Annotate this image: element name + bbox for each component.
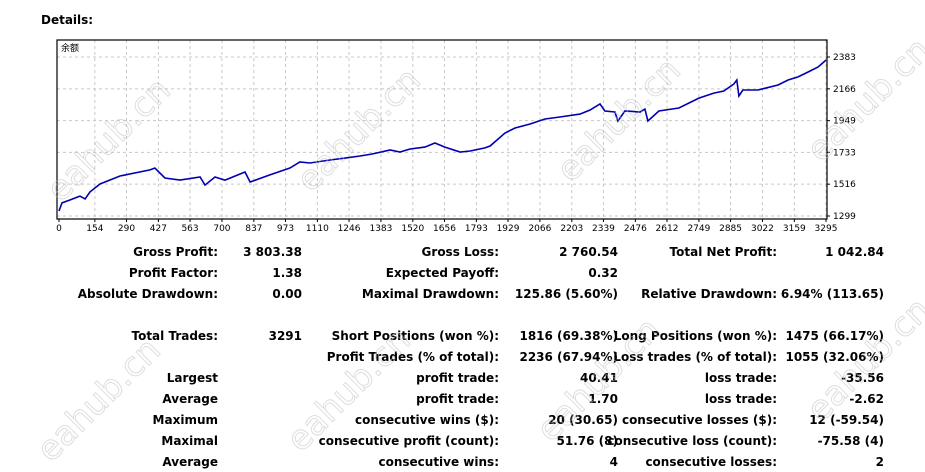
x-tick-label: 2476 bbox=[624, 224, 647, 234]
stat-label: Largest bbox=[166, 371, 218, 385]
stat-value: 125.86 (5.60%) bbox=[514, 287, 618, 301]
details-heading: Details: bbox=[41, 13, 94, 27]
watermark: eahub.cn bbox=[28, 330, 169, 471]
stat-label: consecutive wins ($): bbox=[354, 413, 499, 427]
x-tick-label: 2749 bbox=[687, 224, 710, 234]
y-tick-label: 2166 bbox=[833, 85, 856, 95]
stat-label: consecutive profit (count): bbox=[318, 434, 499, 448]
stat-value: 2236 (67.94%) bbox=[519, 350, 618, 364]
x-tick-label: 1383 bbox=[369, 224, 392, 234]
x-tick-label: 2066 bbox=[528, 224, 551, 234]
x-tick-label: 3022 bbox=[751, 224, 774, 234]
y-tick-label: 1516 bbox=[833, 180, 856, 190]
stat-label: Maximum bbox=[152, 413, 218, 427]
x-tick-label: 2612 bbox=[656, 224, 679, 234]
stat-value: 1.38 bbox=[272, 266, 302, 280]
x-tick-label: 973 bbox=[277, 224, 294, 234]
stat-value: 1475 (66.17%) bbox=[785, 329, 884, 343]
stat-value: 4 bbox=[609, 455, 618, 469]
x-tick-label: 1656 bbox=[433, 224, 456, 234]
x-tick-label: 3295 bbox=[815, 224, 838, 234]
x-tick-label: 290 bbox=[118, 224, 135, 234]
stat-label: Total Net Profit: bbox=[669, 245, 777, 259]
stat-value: 0.32 bbox=[588, 266, 618, 280]
x-tick-label: 1110 bbox=[306, 224, 329, 234]
stat-label: Gross Loss: bbox=[421, 245, 499, 259]
plot-area bbox=[57, 40, 827, 219]
x-tick-label: 2203 bbox=[560, 224, 583, 234]
stat-label: Long Positions (won %): bbox=[613, 329, 777, 343]
stat-value: 3291 bbox=[268, 329, 302, 343]
stat-value: -2.62 bbox=[849, 392, 884, 406]
x-tick-label: 700 bbox=[213, 224, 230, 234]
stat-value: 2 bbox=[875, 455, 884, 469]
stat-value: 3 803.38 bbox=[243, 245, 302, 259]
stat-label: Maximal Drawdown: bbox=[361, 287, 499, 301]
stat-value: 2 760.54 bbox=[559, 245, 618, 259]
x-tick-label: 1246 bbox=[338, 224, 361, 234]
stat-label: Short Positions (won %): bbox=[331, 329, 499, 343]
x-tick-label: 563 bbox=[181, 224, 198, 234]
stat-value: 12 (-59.54) bbox=[809, 413, 884, 427]
stat-value: 1055 (32.06%) bbox=[785, 350, 884, 364]
stat-label: consecutive losses: bbox=[645, 455, 777, 469]
stat-label: Total Trades: bbox=[131, 329, 218, 343]
y-tick-label: 1949 bbox=[833, 117, 856, 127]
stat-value: 40.41 bbox=[580, 371, 618, 385]
stat-label: consecutive wins: bbox=[378, 455, 499, 469]
stat-label: Average bbox=[162, 455, 218, 469]
y-tick-label: 1733 bbox=[833, 148, 856, 158]
y-tick-label: 1299 bbox=[833, 212, 856, 222]
stat-label: Expected Payoff: bbox=[385, 266, 499, 280]
stat-label: profit trade: bbox=[416, 371, 499, 385]
x-tick-label: 2885 bbox=[719, 224, 742, 234]
x-tick-label: 154 bbox=[86, 224, 103, 234]
stat-value: 1816 (69.38%) bbox=[519, 329, 618, 343]
stat-label: Profit Trades (% of total): bbox=[326, 350, 499, 364]
x-tick-label: 2339 bbox=[592, 224, 615, 234]
stat-label: loss trade: bbox=[704, 392, 777, 406]
stat-label: Absolute Drawdown: bbox=[77, 287, 218, 301]
x-tick-label: 1929 bbox=[497, 224, 520, 234]
stat-value: -35.56 bbox=[841, 371, 884, 385]
series-label: 余额 bbox=[61, 42, 79, 54]
x-tick-label: 1520 bbox=[401, 224, 424, 234]
stat-label: Loss trades (% of total): bbox=[613, 350, 777, 364]
x-tick-label: 3159 bbox=[783, 224, 806, 234]
stat-label: Relative Drawdown: bbox=[641, 287, 777, 301]
x-tick-label: 427 bbox=[150, 224, 167, 234]
stat-value: 0.00 bbox=[272, 287, 302, 301]
x-tick-label: 837 bbox=[245, 224, 262, 234]
stat-value: 6.94% (113.65) bbox=[780, 287, 884, 301]
stat-value: 1.70 bbox=[588, 392, 618, 406]
x-tick-label: 1793 bbox=[465, 224, 488, 234]
stat-label: consecutive losses ($): bbox=[621, 413, 777, 427]
stat-label: Maximal bbox=[161, 434, 218, 448]
stat-label: profit trade: bbox=[416, 392, 499, 406]
x-tick-label: 0 bbox=[56, 224, 62, 234]
stat-value: -75.58 (4) bbox=[817, 434, 884, 448]
stat-label: consecutive loss (count): bbox=[607, 434, 777, 448]
plot-frame bbox=[56, 39, 828, 220]
balance-chart: 0 154 290 427 563 700 837 973 1110 1246 1383 1520 16… bbox=[56, 39, 856, 234]
stat-value: 20 (30.65) bbox=[548, 413, 618, 427]
stat-label: Gross Profit: bbox=[133, 245, 218, 259]
stat-value: 51.76 (8) bbox=[556, 434, 618, 448]
stat-label: loss trade: bbox=[704, 371, 777, 385]
stat-label: Average bbox=[162, 392, 218, 406]
stat-label: Profit Factor: bbox=[128, 266, 218, 280]
balance-line bbox=[58, 59, 827, 212]
y-tick-label: 2383 bbox=[833, 53, 856, 63]
stat-value: 1 042.84 bbox=[825, 245, 884, 259]
